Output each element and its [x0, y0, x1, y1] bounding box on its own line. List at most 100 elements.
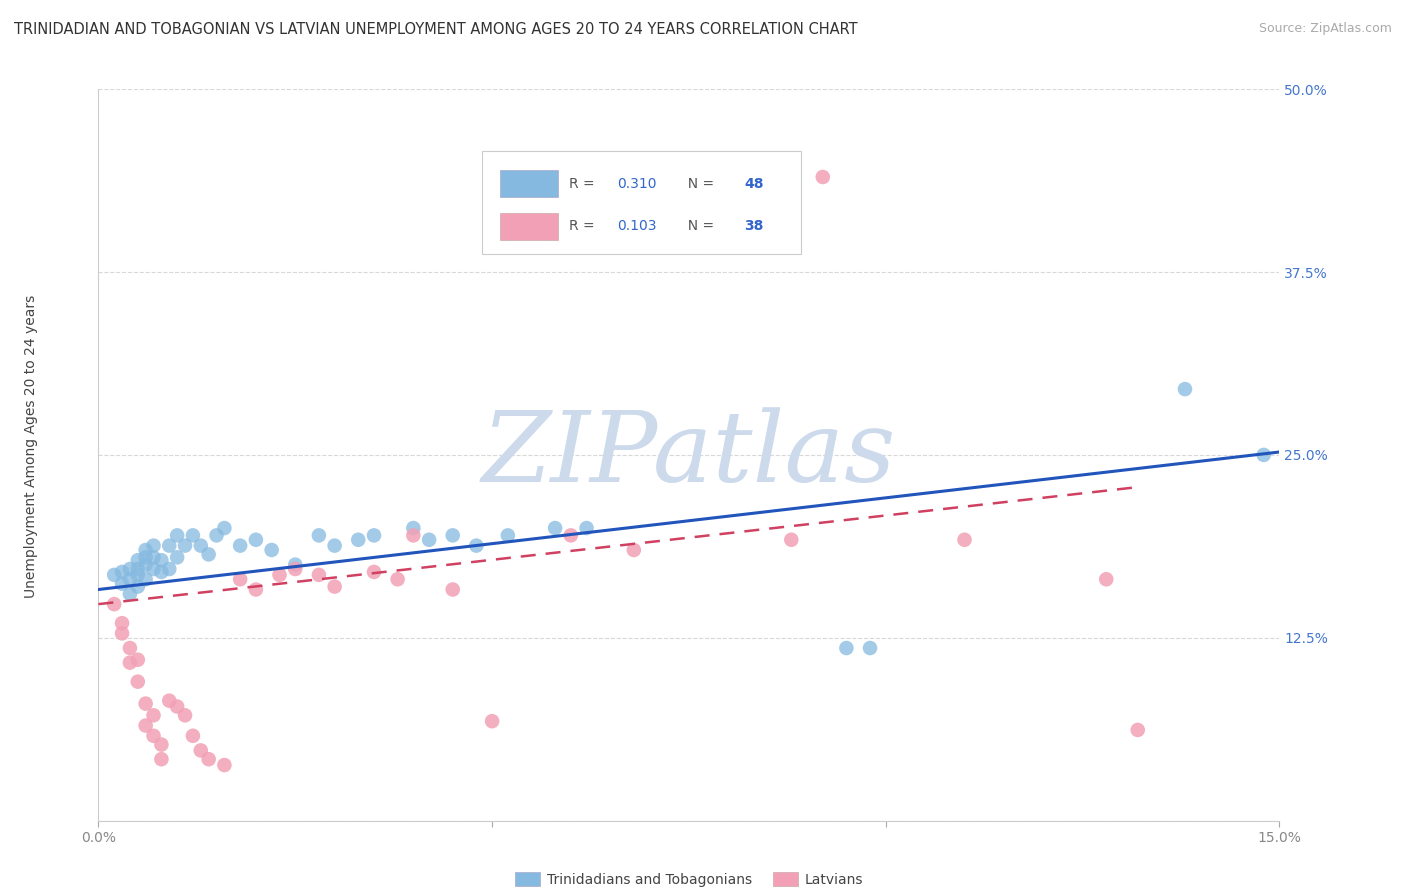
Point: [118, 572, 141, 586]
Point: [205, 528, 228, 542]
Point: [859, 640, 882, 655]
Point: [118, 640, 141, 655]
Point: [481, 714, 503, 728]
Point: [269, 567, 291, 582]
Point: [142, 539, 165, 553]
Point: [623, 543, 645, 558]
Point: [441, 582, 464, 597]
Text: R =: R =: [569, 219, 599, 234]
Text: 38: 38: [744, 219, 763, 234]
Point: [575, 521, 598, 535]
Text: 0.310: 0.310: [617, 177, 657, 191]
Point: [135, 543, 157, 558]
Point: [544, 521, 567, 535]
Point: [150, 553, 173, 567]
Text: Unemployment Among Ages 20 to 24 years: Unemployment Among Ages 20 to 24 years: [24, 294, 38, 598]
Point: [142, 562, 165, 576]
Point: [103, 567, 125, 582]
Point: [157, 539, 180, 553]
Point: [150, 565, 173, 579]
Point: [190, 743, 212, 757]
Point: [118, 562, 141, 576]
Point: [229, 572, 252, 586]
Point: [214, 521, 236, 535]
Point: [465, 539, 488, 553]
Point: [245, 533, 267, 547]
Point: [1095, 572, 1118, 586]
Point: [835, 640, 858, 655]
Text: N =: N =: [679, 177, 718, 191]
FancyBboxPatch shape: [501, 170, 558, 197]
Point: [135, 697, 157, 711]
Point: [190, 539, 212, 553]
Point: [127, 567, 149, 582]
Point: [166, 528, 188, 542]
Point: [127, 653, 149, 667]
Legend: Trinidadians and Tobagonians, Latvians: Trinidadians and Tobagonians, Latvians: [515, 872, 863, 887]
Point: [127, 562, 149, 576]
Point: [166, 550, 188, 565]
Point: [181, 729, 204, 743]
Point: [560, 528, 582, 542]
Point: [402, 521, 425, 535]
Point: [214, 758, 236, 772]
Point: [323, 580, 346, 594]
Point: [150, 738, 173, 752]
Point: [142, 708, 165, 723]
Text: N =: N =: [679, 219, 718, 234]
Point: [135, 718, 157, 732]
Point: [245, 582, 267, 597]
Point: [229, 539, 252, 553]
Point: [118, 587, 141, 601]
Point: [323, 539, 346, 553]
Point: [166, 699, 188, 714]
Point: [496, 528, 519, 542]
Point: [157, 562, 180, 576]
Point: [441, 528, 464, 542]
Point: [197, 548, 219, 562]
Point: [157, 694, 180, 708]
Text: TRINIDADIAN AND TOBAGONIAN VS LATVIAN UNEMPLOYMENT AMONG AGES 20 TO 24 YEARS COR: TRINIDADIAN AND TOBAGONIAN VS LATVIAN UN…: [14, 22, 858, 37]
Point: [953, 533, 976, 547]
Point: [260, 543, 283, 558]
Point: [174, 539, 197, 553]
Point: [135, 558, 157, 572]
Point: [1174, 382, 1197, 396]
Point: [111, 565, 134, 579]
Point: [118, 656, 141, 670]
Point: [308, 567, 330, 582]
Text: 48: 48: [744, 177, 763, 191]
Point: [111, 616, 134, 631]
Point: [402, 528, 425, 542]
Point: [197, 752, 219, 766]
Point: [308, 528, 330, 542]
Point: [111, 576, 134, 591]
Point: [1126, 723, 1149, 737]
FancyBboxPatch shape: [482, 152, 801, 253]
Point: [111, 626, 134, 640]
Point: [811, 169, 834, 184]
Point: [1253, 448, 1275, 462]
Point: [387, 572, 409, 586]
FancyBboxPatch shape: [501, 213, 558, 240]
Text: 0.103: 0.103: [617, 219, 657, 234]
Point: [181, 528, 204, 542]
Point: [135, 572, 157, 586]
Point: [127, 674, 149, 689]
Point: [142, 550, 165, 565]
Text: Source: ZipAtlas.com: Source: ZipAtlas.com: [1258, 22, 1392, 36]
Text: R =: R =: [569, 177, 599, 191]
Text: ZIPatlas: ZIPatlas: [482, 408, 896, 502]
Point: [150, 752, 173, 766]
Point: [363, 565, 385, 579]
Point: [174, 708, 197, 723]
Point: [284, 558, 307, 572]
Point: [363, 528, 385, 542]
Point: [284, 562, 307, 576]
Point: [418, 533, 440, 547]
Point: [135, 550, 157, 565]
Point: [780, 533, 803, 547]
Point: [127, 580, 149, 594]
Point: [142, 729, 165, 743]
Point: [347, 533, 370, 547]
